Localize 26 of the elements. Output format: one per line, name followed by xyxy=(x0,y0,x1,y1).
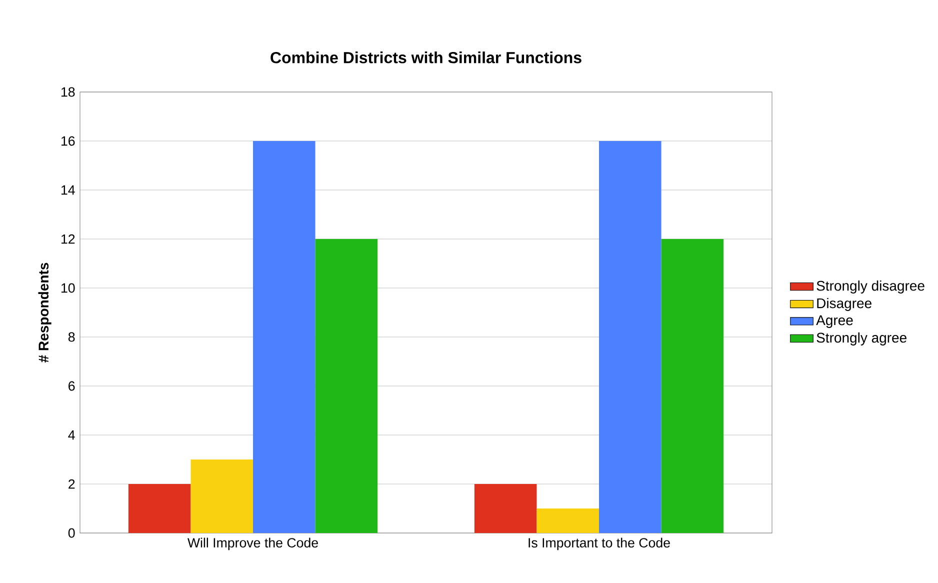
y-tick-label: 4 xyxy=(68,430,75,440)
bar xyxy=(599,141,662,534)
y-tick-label: 16 xyxy=(61,136,75,146)
bar xyxy=(190,460,254,534)
y-tick-label: 0 xyxy=(68,528,75,538)
bar xyxy=(536,508,600,534)
y-tick-label: 12 xyxy=(61,234,75,244)
y-tick-label: 10 xyxy=(61,283,75,293)
bar xyxy=(661,239,724,534)
bar xyxy=(253,141,316,534)
legend-label: Agree xyxy=(816,315,853,328)
legend-label: Strongly agree xyxy=(816,332,906,346)
y-tick-label: 14 xyxy=(61,185,75,195)
y-tick-label: 8 xyxy=(68,332,75,342)
legend-label: Strongly disagree xyxy=(816,280,924,294)
bar xyxy=(474,484,537,534)
chart-title: Combine Districts with Similar Functions xyxy=(270,52,582,64)
x-tick-label: Will Improve the Code xyxy=(187,538,318,550)
x-tick-label: Is Important to the Code xyxy=(528,538,670,550)
bar xyxy=(128,484,191,534)
y-tick-label: 6 xyxy=(68,381,75,391)
y-tick-label: 2 xyxy=(68,479,75,489)
legend-label: Disagree xyxy=(817,298,872,311)
y-tick-label: 18 xyxy=(61,87,75,97)
bar xyxy=(315,239,378,534)
y-axis-title: # Respondents xyxy=(38,262,52,362)
